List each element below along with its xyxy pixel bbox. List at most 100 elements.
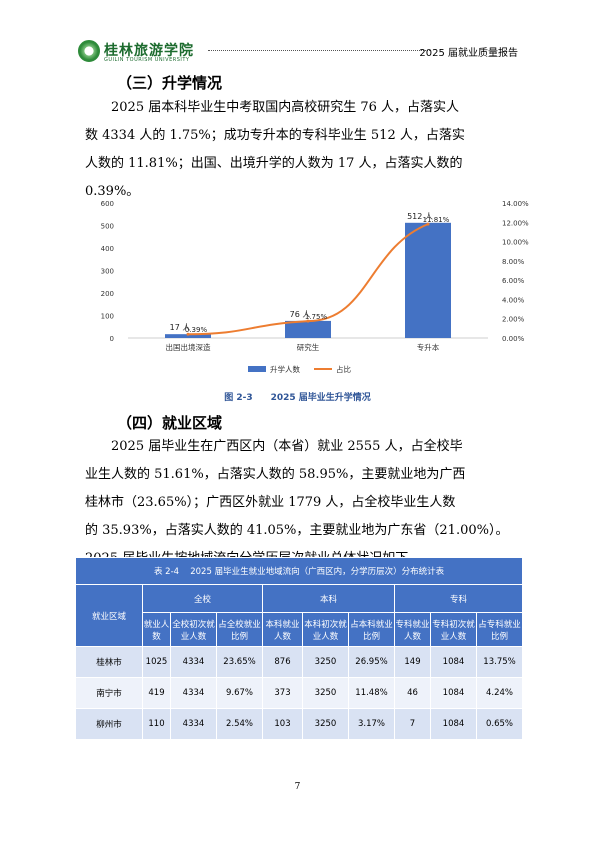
table-subheader: 本科初次就业人数 xyxy=(302,612,349,647)
legend-label: 占比 xyxy=(336,364,351,374)
header-dotted-leader xyxy=(208,50,430,51)
line-data-label: 1.75% xyxy=(305,313,328,321)
table-row-region: 柳州市 xyxy=(75,708,143,740)
table-cell: 149 xyxy=(394,646,431,678)
table-cell: 1084 xyxy=(430,708,477,740)
y-right-tick-label: 4.00% xyxy=(502,296,525,304)
table-cell: 876 xyxy=(262,646,303,678)
x-category-label: 专升本 xyxy=(417,342,440,352)
paragraph-line: 数 4334 人的 1.75%；成功专升本的专科毕业生 512 人，占落实 xyxy=(85,128,465,143)
figure-caption: 图 2-3 2025 届毕业生升学情况 xyxy=(224,393,371,403)
line-point xyxy=(426,222,430,226)
table-row: 南宁市 419 4334 9.67% 373 3250 11.48% 46 10… xyxy=(75,677,524,709)
y-left-tick-label: 400 xyxy=(101,245,114,253)
bar-data-label: 76 人 xyxy=(290,310,311,319)
table-cell: 23.65% xyxy=(216,646,263,678)
line-data-label: 0.39% xyxy=(185,326,208,334)
table-subheader: 专科初次就业人数 xyxy=(430,612,477,647)
y-right-tick-label: 0.00% xyxy=(502,335,525,343)
section-title-further-study: （三）升学情况 xyxy=(117,74,223,92)
legend-label: 升学人数 xyxy=(270,364,300,374)
y-right-tick-label: 14.00% xyxy=(502,200,529,208)
bar-data-label: 17 人 xyxy=(170,323,191,332)
table-cell: 1084 xyxy=(430,677,477,709)
x-category-label: 出国出境深造 xyxy=(166,342,211,352)
y-left-tick-label: 100 xyxy=(101,313,114,321)
paragraph-line: 0.39%。 xyxy=(85,184,140,199)
bar xyxy=(165,334,211,338)
table-cell: 26.95% xyxy=(348,646,395,678)
further-study-paragraph: 2025 届本科毕业生中考取国内高校研究生 76 人，占落实人 数 4334 人… xyxy=(85,94,515,206)
y-right-tick-label: 2.00% xyxy=(502,316,525,324)
report-title: 2025 届就业质量报告 xyxy=(419,48,518,59)
table-subheader: 全校初次就业人数 xyxy=(170,612,217,647)
line-point xyxy=(186,332,190,336)
table-group-header: 专科 xyxy=(393,584,524,613)
table-row-region: 桂林市 xyxy=(75,646,143,678)
table-cell: 3250 xyxy=(302,708,349,740)
table-row: 桂林市 1025 4334 23.65% 876 3250 26.95% 149… xyxy=(75,646,524,678)
y-right-tick-label: 6.00% xyxy=(502,277,525,285)
region-distribution-table: 表 2-4 2025 届毕业生就业地域流向（广西区内，分学历层次）分布统计表 就… xyxy=(74,557,524,740)
paragraph-line: 人数的 11.81%；出国、出境升学的人数为 17 人，占落实人数的 xyxy=(85,156,463,171)
table-cell: 3250 xyxy=(302,677,349,709)
bar xyxy=(405,222,451,338)
x-category-label: 研究生 xyxy=(297,342,320,352)
table-row-region: 南宁市 xyxy=(75,677,143,709)
y-left-tick-label: 500 xyxy=(101,223,114,231)
paragraph-line: 2025 届本科毕业生中考取国内高校研究生 76 人，占落实人 xyxy=(85,100,460,115)
paragraph-line: 业生人数的 51.61%，占落实人数的 58.95%，主要就业地为广西 xyxy=(85,467,466,482)
table-cell: 0.65% xyxy=(475,708,524,740)
university-emblem-icon xyxy=(78,40,100,62)
table-cell: 4334 xyxy=(170,708,217,740)
line-point xyxy=(306,319,310,323)
y-right-tick-label: 12.00% xyxy=(502,219,529,227)
table-region-header: 就业区域 xyxy=(75,584,143,647)
paragraph-line: 2025 届毕业生在广西区内（本省）就业 2555 人，占全校毕 xyxy=(85,439,463,454)
table-subheader: 占专科就业比例 xyxy=(475,612,524,647)
line-data-label: 11.81% xyxy=(423,216,450,224)
bar-data-label: 512 人 xyxy=(407,212,433,221)
further-study-chart: 0 100 200 300 400 500 600 0.00% 2.00% 4.00% 6.00% 8… xyxy=(88,195,548,387)
table-cell: 1025 xyxy=(142,646,171,678)
table-title: 表 2-4 2025 届毕业生就业地域流向（广西区内，分学历层次）分布统计表 xyxy=(74,557,524,585)
y-right-tick-label: 8.00% xyxy=(502,258,525,266)
page-number: 7 xyxy=(294,782,301,792)
university-logo: 桂林旅游学院 GUILIN TOURISM UNIVERSITY xyxy=(78,40,208,66)
table-group-header: 全校 xyxy=(142,584,263,613)
paragraph-line: 桂林市（23.65%）；广西区外就业 1779 人，占全校毕业生人数 xyxy=(85,495,456,510)
y-left-tick-label: 300 xyxy=(101,268,114,276)
table-cell: 1084 xyxy=(430,646,477,678)
table-cell: 9.67% xyxy=(216,677,263,709)
table-subheader: 本科就业人数 xyxy=(262,612,303,647)
table-cell: 103 xyxy=(262,708,303,740)
table-cell: 2.54% xyxy=(216,708,263,740)
table-row: 柳州市 110 4334 2.54% 103 3250 3.17% 7 1084… xyxy=(75,708,524,740)
table-cell: 4334 xyxy=(170,677,217,709)
section-title-employment-region: （四）就业区域 xyxy=(117,414,223,432)
y-left-tick-label: 600 xyxy=(101,200,114,208)
table-group-header: 本科 xyxy=(262,584,395,613)
chart-canvas: 0 100 200 300 400 500 600 0.00% 2.00% 4.00% 6.00% 8… xyxy=(101,200,529,374)
page-header: 桂林旅游学院 GUILIN TOURISM UNIVERSITY 2025 届就… xyxy=(78,38,518,68)
employment-region-paragraph: 2025 届毕业生在广西区内（本省）就业 2555 人，占全校毕 业生人数的 5… xyxy=(85,433,515,573)
table-subheader: 就业人数 xyxy=(142,612,171,647)
logo-english-name: GUILIN TOURISM UNIVERSITY xyxy=(104,57,190,63)
table-cell: 4334 xyxy=(170,646,217,678)
table-cell: 419 xyxy=(142,677,171,709)
table-subheader: 专科就业人数 xyxy=(394,612,431,647)
table-cell: 110 xyxy=(142,708,171,740)
legend-bar-swatch xyxy=(248,366,266,372)
table-cell: 4.24% xyxy=(475,677,524,709)
table-cell: 7 xyxy=(394,708,431,740)
logo-chinese-name: 桂林旅游学院 xyxy=(104,43,194,59)
table-cell: 3.17% xyxy=(348,708,395,740)
y-right-tick-label: 10.00% xyxy=(502,239,529,247)
y-left-tick-label: 200 xyxy=(101,290,114,298)
paragraph-line: 的 35.93%，占落实人数的 41.05%，主要就业地为广东省（21.00%）… xyxy=(85,523,509,538)
table-cell: 3250 xyxy=(302,646,349,678)
series-line xyxy=(187,223,429,336)
table-cell: 373 xyxy=(262,677,303,709)
table-subheader: 占全校就业比例 xyxy=(216,612,263,647)
table-subheader: 占本科就业比例 xyxy=(348,612,395,647)
